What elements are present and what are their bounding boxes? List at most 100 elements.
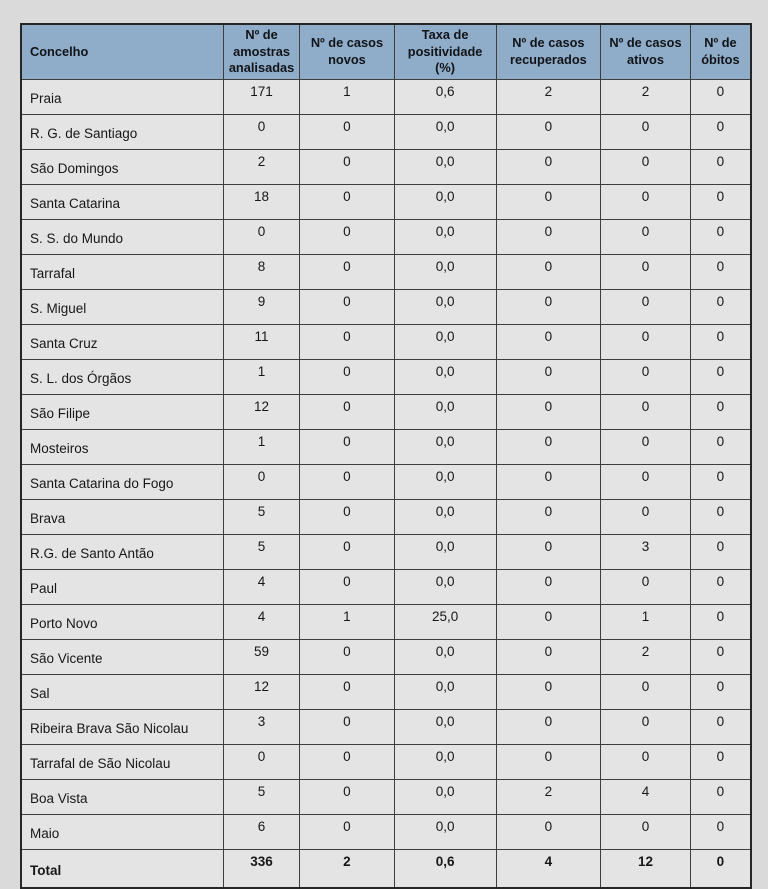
value-cell: 0 <box>299 534 395 570</box>
covid-concelho-table: Concelho Nº de amostras analisadas Nº de… <box>20 23 752 889</box>
value-cell: 1 <box>222 359 301 395</box>
value-cell: 0 <box>689 149 752 185</box>
value-cell: 0,6 <box>393 79 497 115</box>
value-cell: 0 <box>495 744 602 780</box>
value-cell: 4 <box>495 849 602 889</box>
value-cell: 0 <box>299 499 395 535</box>
value-cell: 4 <box>222 604 301 640</box>
table-body: Praia 171 1 0,6 2 2 0 R. G. de Santiago 0 0 0,0 0 0 0… <box>20 79 752 889</box>
concelho-cell: S. L. dos Órgãos <box>20 359 224 395</box>
value-cell: 0 <box>495 639 602 675</box>
value-cell: 0 <box>495 464 602 500</box>
value-cell: 0 <box>600 429 691 465</box>
value-cell: 0 <box>689 184 752 220</box>
value-cell: 5 <box>222 534 301 570</box>
value-cell: 0,6 <box>393 849 497 889</box>
header-obitos: Nº de óbitos <box>689 23 752 80</box>
value-cell: 0 <box>495 254 602 290</box>
value-cell: 0,0 <box>393 779 497 815</box>
value-cell: 0 <box>689 289 752 325</box>
value-cell: 1 <box>299 79 395 115</box>
value-cell: 0 <box>600 569 691 605</box>
header-concelho: Concelho <box>20 23 224 80</box>
value-cell: 0 <box>495 289 602 325</box>
value-cell: 0,0 <box>393 569 497 605</box>
value-cell: 0 <box>222 219 301 255</box>
value-cell: 11 <box>222 324 301 360</box>
value-cell: 0 <box>689 79 752 115</box>
value-cell: 1 <box>222 429 301 465</box>
table-row: São Domingos 2 0 0,0 0 0 0 <box>20 149 752 185</box>
value-cell: 0 <box>495 324 602 360</box>
concelho-cell: Tarrafal de São Nicolau <box>20 744 224 780</box>
value-cell: 0 <box>299 744 395 780</box>
value-cell: 59 <box>222 639 301 675</box>
header-row: Concelho Nº de amostras analisadas Nº de… <box>20 23 752 80</box>
value-cell: 6 <box>222 814 301 850</box>
value-cell: 0 <box>689 814 752 850</box>
value-cell: 0 <box>600 184 691 220</box>
value-cell: 0 <box>600 114 691 150</box>
value-cell: 0,0 <box>393 324 497 360</box>
value-cell: 0 <box>689 744 752 780</box>
table-row: S. S. do Mundo 0 0 0,0 0 0 0 <box>20 219 752 255</box>
value-cell: 3 <box>600 534 691 570</box>
value-cell: 0 <box>299 429 395 465</box>
value-cell: 1 <box>299 604 395 640</box>
value-cell: 0 <box>495 114 602 150</box>
value-cell: 0 <box>495 569 602 605</box>
value-cell: 2 <box>600 79 691 115</box>
value-cell: 0 <box>495 359 602 395</box>
table-row: São Filipe 12 0 0,0 0 0 0 <box>20 394 752 430</box>
table-row: R.G. de Santo Antão 5 0 0,0 0 3 0 <box>20 534 752 570</box>
concelho-cell: R.G. de Santo Antão <box>20 534 224 570</box>
table-row: R. G. de Santiago 0 0 0,0 0 0 0 <box>20 114 752 150</box>
value-cell: 12 <box>222 674 301 710</box>
value-cell: 0 <box>299 324 395 360</box>
concelho-cell: Paul <box>20 569 224 605</box>
value-cell: 0 <box>495 394 602 430</box>
value-cell: 0 <box>222 464 301 500</box>
value-cell: 0 <box>299 709 395 745</box>
table-row: Tarrafal 8 0 0,0 0 0 0 <box>20 254 752 290</box>
concelho-cell: R. G. de Santiago <box>20 114 224 150</box>
value-cell: 0 <box>222 114 301 150</box>
concelho-cell: Sal <box>20 674 224 710</box>
value-cell: 0 <box>299 464 395 500</box>
table-row: Maio 6 0 0,0 0 0 0 <box>20 814 752 850</box>
value-cell: 0,0 <box>393 814 497 850</box>
value-cell: 9 <box>222 289 301 325</box>
value-cell: 0 <box>689 674 752 710</box>
value-cell: 0 <box>495 709 602 745</box>
value-cell: 0 <box>689 324 752 360</box>
value-cell: 5 <box>222 779 301 815</box>
value-cell: 0 <box>689 569 752 605</box>
value-cell: 0 <box>689 639 752 675</box>
value-cell: 1 <box>600 604 691 640</box>
value-cell: 0,0 <box>393 674 497 710</box>
concelho-cell: Santa Catarina <box>20 184 224 220</box>
table-row: Santa Catarina do Fogo 0 0 0,0 0 0 0 <box>20 464 752 500</box>
value-cell: 0 <box>600 394 691 430</box>
value-cell: 0 <box>600 814 691 850</box>
value-cell: 0 <box>495 184 602 220</box>
concelho-cell: Praia <box>20 79 224 115</box>
value-cell: 0 <box>600 219 691 255</box>
concelho-cell: Maio <box>20 814 224 850</box>
table-row: Sal 12 0 0,0 0 0 0 <box>20 674 752 710</box>
value-cell: 0,0 <box>393 464 497 500</box>
value-cell: 0,0 <box>393 639 497 675</box>
concelho-cell: Boa Vista <box>20 779 224 815</box>
table-row: Santa Cruz 11 0 0,0 0 0 0 <box>20 324 752 360</box>
value-cell: 0 <box>600 149 691 185</box>
value-cell: 0 <box>299 569 395 605</box>
value-cell: 0,0 <box>393 709 497 745</box>
value-cell: 12 <box>222 394 301 430</box>
value-cell: 0,0 <box>393 744 497 780</box>
value-cell: 0 <box>600 289 691 325</box>
value-cell: 0 <box>299 359 395 395</box>
total-label-cell: Total <box>20 849 224 889</box>
value-cell: 0,0 <box>393 149 497 185</box>
table-row: São Vicente 59 0 0,0 0 2 0 <box>20 639 752 675</box>
value-cell: 18 <box>222 184 301 220</box>
